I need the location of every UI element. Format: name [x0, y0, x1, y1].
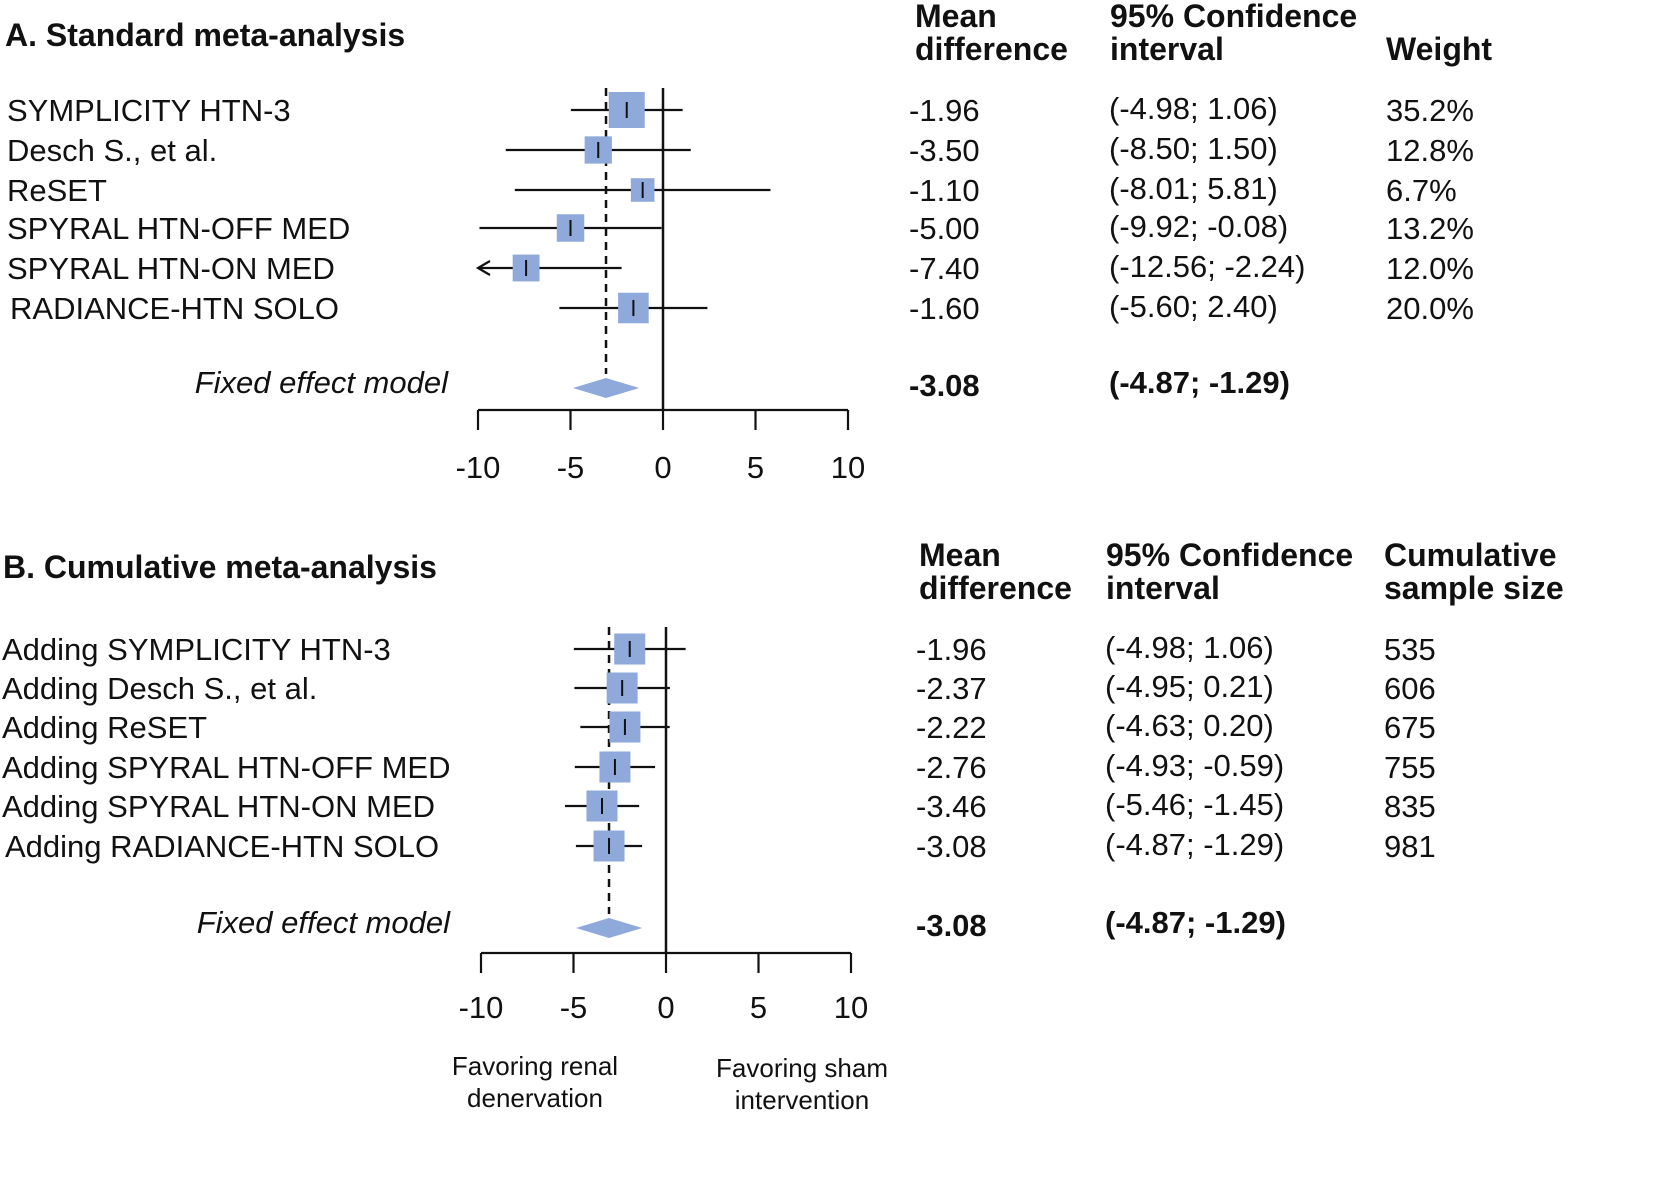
panel-a-summary-ci: (-4.87; -1.29): [1109, 365, 1290, 400]
panel-b-row-extra: 535: [1384, 632, 1436, 667]
panel-a-x-tick-label: 5: [747, 450, 764, 485]
panel-b-row-label: Adding Desch S., et al.: [2, 671, 317, 706]
panel-b-x-tick-label: -5: [560, 990, 588, 1025]
panel-a-row-ci: (-12.56; -2.24): [1109, 249, 1305, 284]
panel-b-summary-label: Fixed effect model: [197, 905, 451, 940]
panel-a-row-ci: (-5.60; 2.40): [1109, 289, 1278, 324]
panel-b-row-label: Adding SYMPLICITY HTN-3: [2, 632, 391, 667]
panel-a-x-tick-label: -5: [557, 450, 585, 485]
panel-b-row-label: Adding RADIANCE-HTN SOLO: [5, 829, 439, 864]
panel-a-ci-arrow: [475, 260, 491, 276]
panel-b-row-md: -2.76: [916, 750, 987, 785]
panel-a-summary-label: Fixed effect model: [195, 365, 449, 400]
panel-b-row-ci: (-4.95; 0.21): [1105, 669, 1274, 704]
panel-a-header-extra: Weight: [1386, 31, 1492, 67]
panel-b-row-md: -3.46: [916, 789, 987, 824]
panel-a-row-label: RADIANCE-HTN SOLO: [10, 291, 339, 326]
panel-a-summary-md: -3.08: [909, 368, 980, 403]
panel-b-row-md: -2.22: [916, 710, 987, 745]
panel-b-row-label: Adding ReSET: [2, 710, 207, 745]
panel-a-summary-diamond: [572, 378, 640, 398]
panel-b-row-md: -2.37: [916, 671, 987, 706]
favoring-left-label: Favoring renal: [452, 1051, 618, 1081]
panel-a-row-ci: (-4.98; 1.06): [1109, 91, 1278, 126]
panel-b-x-tick-label: 10: [834, 990, 868, 1025]
panel-a-row-label: Desch S., et al.: [7, 133, 217, 168]
favoring-left-label: denervation: [467, 1083, 603, 1113]
panel-a-header-ci: 95% Confidence: [1110, 0, 1357, 34]
panel-b-header-md: difference: [919, 570, 1072, 606]
panel-b-row-label: Adding SPYRAL HTN-ON MED: [2, 789, 435, 824]
panel-a-header-md: Mean: [915, 0, 997, 34]
panel-a-row-ci: (-8.01; 5.81): [1109, 171, 1278, 206]
panel-a-row-extra: 20.0%: [1386, 291, 1474, 326]
panel-b-row-md: -3.08: [916, 829, 987, 864]
panel-b-x-tick-label: -10: [459, 990, 504, 1025]
panel-a-row-md: -7.40: [909, 251, 980, 286]
panel-b-header-extra: Cumulative: [1384, 537, 1556, 573]
panel-a-row-md: -1.96: [909, 93, 980, 128]
panel-a-row-ci: (-8.50; 1.50): [1109, 131, 1278, 166]
panel-a-row-label: SPYRAL HTN-OFF MED: [7, 211, 350, 246]
panel-b-summary-diamond: [575, 918, 643, 938]
panel-a-row-md: -1.60: [909, 291, 980, 326]
panel-a-row-label: ReSET: [7, 173, 107, 208]
panel-a-row-md: -1.10: [909, 173, 980, 208]
panel-b-row-ci: (-5.46; -1.45): [1105, 787, 1284, 822]
panel-b-row-extra: 835: [1384, 789, 1436, 824]
panel-a-x-tick-label: -10: [456, 450, 501, 485]
panel-a-row-extra: 12.0%: [1386, 251, 1474, 286]
panel-b-summary-md: -3.08: [916, 908, 987, 943]
panel-b-header-extra: sample size: [1384, 570, 1564, 606]
panel-a-row-md: -3.50: [909, 133, 980, 168]
panel-a-header-ci: interval: [1110, 31, 1224, 67]
panel-a-row-extra: 13.2%: [1386, 211, 1474, 246]
panel-b-summary-ci: (-4.87; -1.29): [1105, 905, 1286, 940]
panel-a-row-label: SPYRAL HTN-ON MED: [7, 251, 335, 286]
panel-b-row-ci: (-4.98; 1.06): [1105, 630, 1274, 665]
panel-b-header-md: Mean: [919, 537, 1001, 573]
panel-a-row-md: -5.00: [909, 211, 980, 246]
panel-b-x-tick-label: 0: [657, 990, 674, 1025]
panel-b-row-md: -1.96: [916, 632, 987, 667]
panel-b-row-ci: (-4.87; -1.29): [1105, 827, 1284, 862]
panel-b-header-ci: interval: [1106, 570, 1220, 606]
panel-b-title: B. Cumulative meta-analysis: [3, 549, 437, 585]
panel-b-x-tick-label: 5: [750, 990, 767, 1025]
panel-b-row-ci: (-4.63; 0.20): [1105, 708, 1274, 743]
panel-a-row-extra: 35.2%: [1386, 93, 1474, 128]
panel-a-x-tick-label: 10: [831, 450, 865, 485]
panel-b-row-extra: 675: [1384, 710, 1436, 745]
panel-a-title: A. Standard meta-analysis: [5, 17, 405, 53]
panel-b-row-extra: 755: [1384, 750, 1436, 785]
favoring-right-label: intervention: [735, 1085, 869, 1115]
panel-b-row-extra: 981: [1384, 829, 1436, 864]
panel-a-x-tick-label: 0: [654, 450, 671, 485]
favoring-right-label: Favoring sham: [716, 1053, 888, 1083]
panel-b-row-ci: (-4.93; -0.59): [1105, 748, 1284, 783]
panel-b-header-ci: 95% Confidence: [1106, 537, 1353, 573]
panel-a-row-ci: (-9.92; -0.08): [1109, 209, 1288, 244]
panel-a-row-label: SYMPLICITY HTN-3: [7, 93, 291, 128]
panel-b-row-label: Adding SPYRAL HTN-OFF MED: [2, 750, 450, 785]
panel-a-row-extra: 12.8%: [1386, 133, 1474, 168]
panel-a-header-md: difference: [915, 31, 1068, 67]
panel-b-row-extra: 606: [1384, 671, 1436, 706]
panel-a-row-extra: 6.7%: [1386, 173, 1457, 208]
